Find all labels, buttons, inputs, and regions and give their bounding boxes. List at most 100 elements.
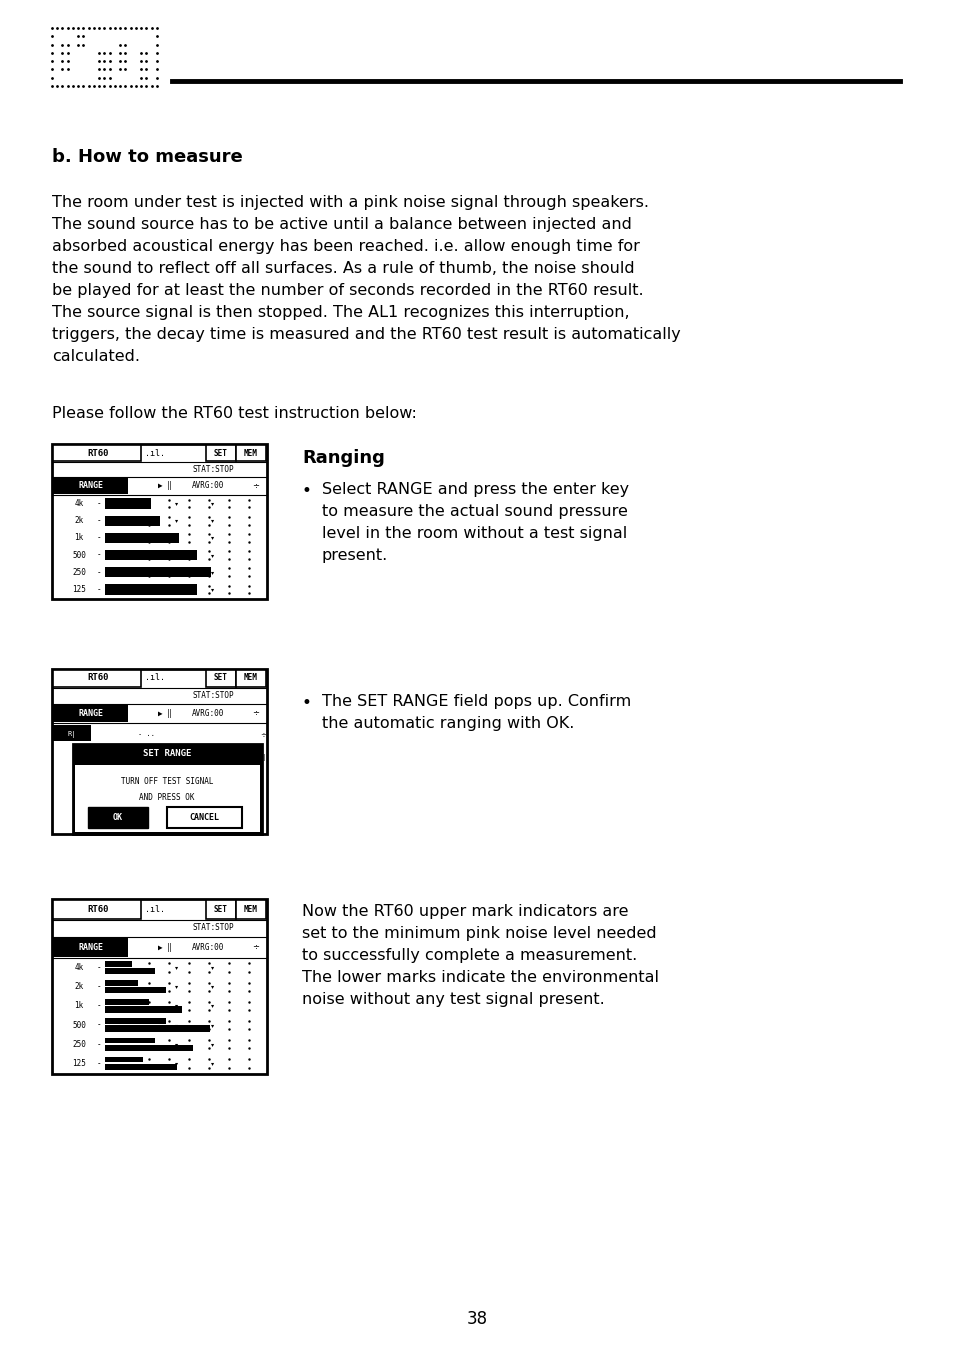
Text: SET RANGE: SET RANGE bbox=[143, 749, 191, 757]
Text: ▾: ▾ bbox=[175, 1003, 178, 1009]
Bar bbox=[53, 478, 128, 494]
Text: -: - bbox=[96, 585, 101, 594]
Bar bbox=[53, 724, 91, 741]
Text: SET: SET bbox=[213, 904, 228, 914]
Text: -: - bbox=[96, 500, 101, 508]
Text: ▾: ▾ bbox=[212, 1041, 214, 1047]
Bar bbox=[167, 807, 242, 829]
Text: -: - bbox=[96, 1021, 101, 1029]
Text: ÷: ÷ bbox=[253, 482, 259, 490]
Bar bbox=[105, 498, 151, 509]
Text: RT60: RT60 bbox=[87, 448, 109, 458]
Text: -: - bbox=[96, 516, 101, 525]
Text: level in the room without a test signal: level in the room without a test signal bbox=[322, 525, 626, 542]
Bar bbox=[105, 1025, 210, 1032]
Text: 4k: 4k bbox=[74, 963, 84, 972]
Bar bbox=[105, 980, 138, 986]
Bar bbox=[73, 743, 262, 834]
Bar bbox=[235, 670, 266, 686]
Text: R|: R| bbox=[68, 731, 76, 738]
Bar bbox=[105, 1018, 166, 1024]
Text: ▾: ▾ bbox=[212, 1062, 214, 1066]
Text: 2k: 2k bbox=[74, 516, 84, 525]
Text: AVRG:00: AVRG:00 bbox=[192, 708, 224, 718]
Bar bbox=[105, 516, 160, 525]
Bar bbox=[105, 961, 132, 967]
Text: MEM: MEM bbox=[244, 904, 257, 914]
Text: Select RANGE and press the enter key: Select RANGE and press the enter key bbox=[322, 482, 628, 497]
Text: calculated.: calculated. bbox=[52, 349, 140, 364]
Bar bbox=[53, 705, 128, 722]
Text: ▾: ▾ bbox=[175, 552, 178, 558]
Text: OK: OK bbox=[112, 812, 123, 822]
Text: 500: 500 bbox=[72, 1021, 86, 1029]
Text: ÷: ÷ bbox=[260, 731, 266, 737]
Text: ▾: ▾ bbox=[175, 1062, 178, 1066]
Text: ▶ ‖: ▶ ‖ bbox=[158, 482, 172, 490]
Text: ▾: ▾ bbox=[175, 535, 178, 540]
Text: ▾: ▾ bbox=[212, 1003, 214, 1009]
Text: RANGE: RANGE bbox=[78, 942, 103, 952]
Text: the sound to reflect off all surfaces. As a rule of thumb, the noise should: the sound to reflect off all surfaces. A… bbox=[52, 261, 634, 276]
Text: the automatic ranging with OK.: the automatic ranging with OK. bbox=[322, 716, 574, 731]
Text: 250: 250 bbox=[72, 1040, 86, 1049]
Text: ▾: ▾ bbox=[175, 519, 178, 523]
Bar bbox=[52, 444, 267, 598]
Text: Ranging: Ranging bbox=[302, 450, 384, 467]
Text: AVRG:00: AVRG:00 bbox=[192, 942, 224, 952]
Bar bbox=[105, 1037, 154, 1044]
Bar bbox=[105, 1006, 182, 1013]
Text: CANCEL: CANCEL bbox=[189, 812, 219, 822]
Text: ▾: ▾ bbox=[175, 1022, 178, 1028]
Text: TURN OFF TEST SIGNAL: TURN OFF TEST SIGNAL bbox=[121, 777, 213, 787]
Text: -: - bbox=[96, 1059, 101, 1068]
Text: present.: present. bbox=[322, 548, 388, 563]
Text: SET: SET bbox=[213, 448, 228, 458]
Text: ▾: ▾ bbox=[175, 501, 178, 506]
Bar bbox=[235, 900, 266, 919]
Text: - ..: - .. bbox=[138, 731, 154, 737]
Text: ▾: ▾ bbox=[175, 984, 178, 990]
Bar bbox=[52, 669, 267, 834]
Text: triggers, the decay time is measured and the RT60 test result is automatically: triggers, the decay time is measured and… bbox=[52, 328, 680, 343]
Text: RT60: RT60 bbox=[87, 904, 109, 914]
Text: 500: 500 bbox=[72, 551, 86, 559]
Bar bbox=[105, 532, 179, 543]
Text: AND PRESS OK: AND PRESS OK bbox=[139, 792, 194, 802]
Text: -: - bbox=[96, 551, 101, 559]
Text: -: - bbox=[96, 963, 101, 972]
Text: -: - bbox=[96, 567, 101, 577]
Text: ▾: ▾ bbox=[212, 501, 214, 506]
Text: 1k: 1k bbox=[74, 533, 84, 543]
Text: .ıl.: .ıl. bbox=[145, 673, 165, 682]
Text: absorbed acoustical energy has been reached. i.e. allow enough time for: absorbed acoustical energy has been reac… bbox=[52, 240, 639, 255]
Text: .ıl.: .ıl. bbox=[145, 904, 165, 914]
Bar bbox=[206, 670, 235, 686]
Text: ÷: ÷ bbox=[253, 942, 259, 952]
Text: ▾: ▾ bbox=[212, 552, 214, 558]
Text: ▾: ▾ bbox=[212, 965, 214, 969]
Text: AVRG:00: AVRG:00 bbox=[192, 482, 224, 490]
Text: be played for at least the number of seconds recorded in the RT60 result.: be played for at least the number of sec… bbox=[52, 283, 643, 298]
Text: The SET RANGE field pops up. Confirm: The SET RANGE field pops up. Confirm bbox=[322, 695, 631, 709]
Text: .ıl.: .ıl. bbox=[145, 448, 165, 458]
Text: ▾: ▾ bbox=[212, 984, 214, 990]
Text: ▾: ▾ bbox=[212, 519, 214, 523]
Text: SET: SET bbox=[213, 673, 228, 682]
Text: ▾: ▾ bbox=[212, 586, 214, 592]
Bar bbox=[105, 550, 196, 561]
Text: 4k: 4k bbox=[74, 500, 84, 508]
Bar bbox=[105, 567, 211, 577]
Bar bbox=[105, 1064, 177, 1070]
Text: set to the minimum pink noise level needed: set to the minimum pink noise level need… bbox=[302, 926, 656, 941]
Bar bbox=[105, 968, 154, 975]
Text: to measure the actual sound pressure: to measure the actual sound pressure bbox=[322, 504, 627, 519]
Text: b. How to measure: b. How to measure bbox=[52, 148, 242, 167]
Text: MEM: MEM bbox=[244, 673, 257, 682]
Text: ▶ ‖: ▶ ‖ bbox=[158, 942, 172, 952]
Text: The source signal is then stopped. The AL1 recognizes this interruption,: The source signal is then stopped. The A… bbox=[52, 305, 629, 320]
Text: ▾: ▾ bbox=[212, 535, 214, 540]
Text: •: • bbox=[302, 695, 312, 712]
Text: |: | bbox=[261, 754, 264, 761]
Bar bbox=[53, 445, 141, 460]
